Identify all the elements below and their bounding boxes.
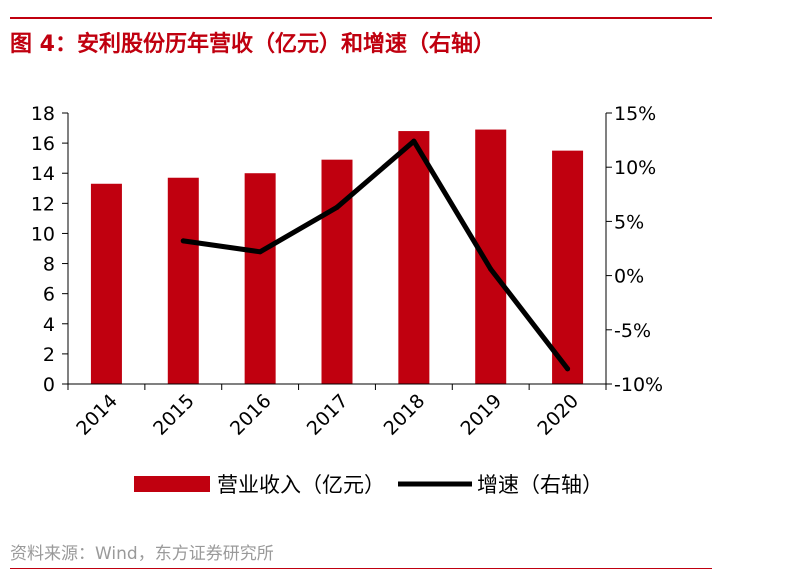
revenue-bar <box>398 131 430 384</box>
revenue-bar <box>90 183 122 384</box>
x-tick-label: 2016 <box>226 390 276 440</box>
left-axis: 0 2 4 6 8 10 12 14 16 18 <box>31 103 69 396</box>
growth-point <box>257 249 263 255</box>
right-tick-label: 0% <box>614 266 644 288</box>
left-tick-label: 6 <box>43 284 55 306</box>
right-axis: -10% -5% 0% 5% 10% 15% <box>605 103 663 396</box>
left-tick-label: 12 <box>31 193 55 215</box>
growth-point <box>180 238 186 244</box>
line-series <box>180 138 571 372</box>
right-tick-label: 5% <box>614 211 644 233</box>
revenue-bar <box>167 177 199 384</box>
x-tick-label: 2014 <box>72 390 122 440</box>
growth-line <box>180 138 571 372</box>
growth-point <box>488 266 494 272</box>
right-tick-label: -10% <box>614 374 663 396</box>
right-tick-label: -5% <box>614 320 651 342</box>
x-tick-label: 2017 <box>303 390 353 440</box>
right-tick-label: 10% <box>614 157 656 179</box>
growth-point <box>565 366 571 372</box>
x-tick-label: 2020 <box>533 390 583 440</box>
left-tick-label: 18 <box>31 103 55 125</box>
legend-label-revenue: 营业收入（亿元） <box>217 473 385 497</box>
source-note: 资料来源：Wind，东方证券研究所 <box>10 544 274 564</box>
left-tick-label: 0 <box>43 374 55 396</box>
left-tick-label: 14 <box>31 163 55 185</box>
revenue-bar <box>321 159 353 384</box>
revenue-bar <box>475 129 507 384</box>
x-axis: 2014 2015 2016 2017 2018 2019 2020 <box>67 383 607 440</box>
legend-swatch-revenue <box>134 476 210 492</box>
legend: 营业收入（亿元） 增速（右轴） <box>134 473 603 497</box>
left-tick-label: 16 <box>31 133 55 155</box>
left-tick-label: 8 <box>43 254 55 276</box>
x-tick-label: 2019 <box>456 390 506 440</box>
bottom-rule <box>10 568 712 569</box>
revenue-bar <box>552 150 584 384</box>
left-tick-label: 4 <box>43 314 55 336</box>
top-rule <box>10 17 712 19</box>
x-tick-label: 2015 <box>149 390 199 440</box>
growth-point <box>411 138 417 144</box>
right-tick-label: 15% <box>614 103 656 125</box>
left-tick-label: 10 <box>31 223 55 245</box>
bar-series <box>90 129 584 384</box>
figure-title: 图 4：安利股份历年营收（亿元）和增速（右轴） <box>10 32 495 57</box>
x-tick-label: 2018 <box>380 390 430 440</box>
revenue-bar <box>244 173 276 384</box>
left-tick-label: 2 <box>43 344 55 366</box>
legend-label-growth: 增速（右轴） <box>477 473 603 497</box>
growth-point <box>334 204 340 210</box>
